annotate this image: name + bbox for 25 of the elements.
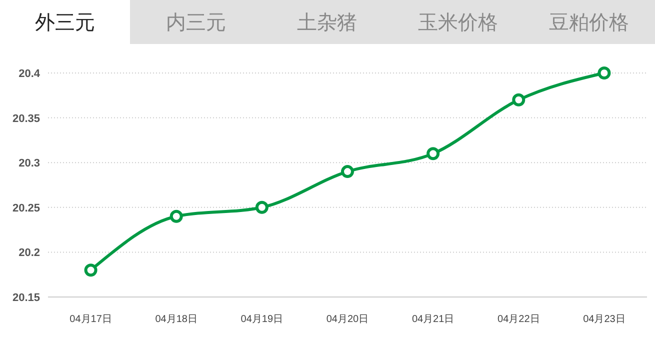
point bbox=[426, 147, 440, 160]
y-tick-label: 20.15 bbox=[12, 292, 40, 304]
y-tick-label: 20.25 bbox=[12, 202, 40, 214]
x-tick-label: 04月21日 bbox=[412, 314, 454, 325]
y-tick-label: 20.35 bbox=[12, 112, 40, 125]
point bbox=[512, 93, 526, 106]
point bbox=[598, 66, 611, 80]
x-tick-label: 04月17日 bbox=[70, 314, 112, 325]
point bbox=[341, 165, 354, 178]
point bbox=[255, 200, 268, 214]
y-tick-label: 20.4 bbox=[18, 68, 41, 80]
y-tick-label: 20.2 bbox=[18, 247, 40, 260]
text: 土杂猪 bbox=[297, 12, 357, 34]
point bbox=[84, 264, 98, 277]
text: 内三元 bbox=[166, 12, 226, 34]
x-tick-label: 04月22日 bbox=[498, 314, 540, 325]
chart-title: 外三元 bbox=[35, 12, 95, 34]
y-tick-label: 20.3 bbox=[18, 158, 40, 170]
x-tick-label: 04月19日 bbox=[240, 314, 284, 325]
text: 豆粕价格 bbox=[549, 12, 629, 34]
x-tick-label: 04月18日 bbox=[155, 314, 198, 325]
point bbox=[170, 210, 183, 223]
x-tick-label: 04月23日 bbox=[583, 314, 626, 325]
x-tick-label: 04月20日 bbox=[326, 314, 369, 325]
text: 玉米价格 bbox=[418, 12, 498, 34]
